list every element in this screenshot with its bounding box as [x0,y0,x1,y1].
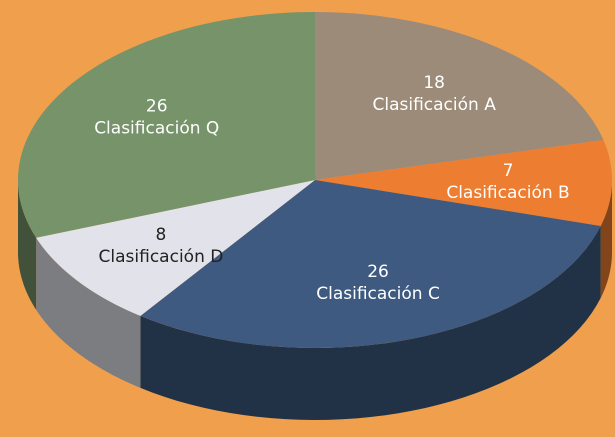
slice-label: Clasificación D [99,247,224,267]
data-label: 8 [156,225,167,245]
data-label: 7 [503,161,514,181]
pie-side [140,225,601,420]
data-label: 18 [423,73,445,93]
slice-label: Clasificación B [446,183,569,203]
pie-slice [315,140,612,226]
slice-label: Clasificación C [316,284,440,304]
pie-side [18,180,37,310]
pie-slice [140,180,601,348]
pie-slice [18,12,315,238]
data-label: 26 [367,262,389,282]
pie-slice [315,12,604,180]
pie-slice [36,180,316,316]
slice-label: Clasificación Q [94,118,219,138]
data-label: 26 [146,96,168,116]
slice-label: Clasificación A [372,95,496,115]
pie-side [36,237,141,388]
pie-side [600,180,612,298]
